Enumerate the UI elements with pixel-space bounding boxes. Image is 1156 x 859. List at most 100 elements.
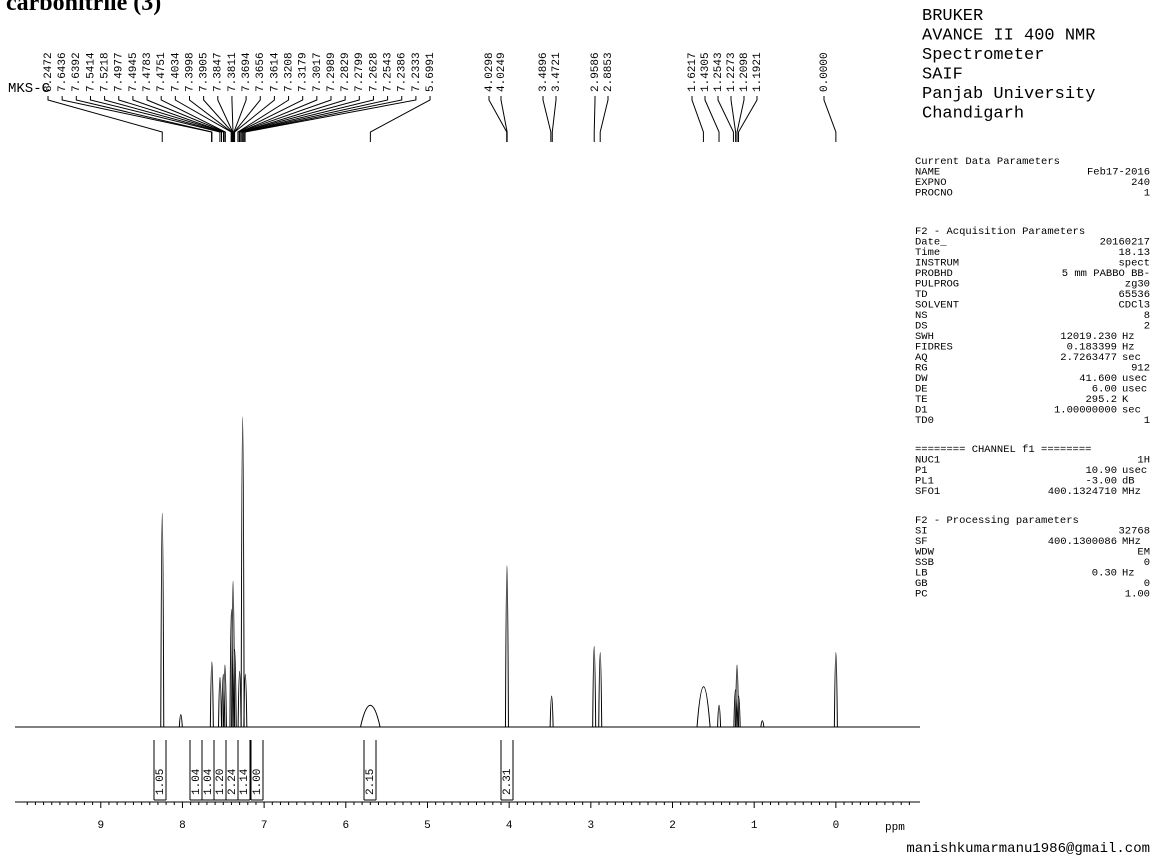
peak-connector — [551, 96, 557, 142]
param-name: NS — [915, 310, 928, 322]
param-value: 1 — [1144, 415, 1150, 427]
param-value: 2.7263477 — [1060, 352, 1117, 364]
param-unit: sec — [1122, 405, 1141, 417]
peak-connector — [500, 96, 508, 142]
sample-label: MKS-C — [8, 81, 50, 97]
spectrum-peak — [209, 661, 214, 728]
peak-connector — [160, 96, 226, 142]
peak-label: 7.4034 — [170, 52, 182, 92]
peak-label: 7.3694 — [241, 52, 253, 92]
peak-label: 1.1921 — [752, 52, 764, 92]
peak-label: 7.2989 — [326, 52, 338, 92]
param-name: PULPROG — [915, 279, 959, 291]
peak-label: 1.2098 — [739, 52, 751, 92]
param-unit: Hz — [1122, 331, 1135, 343]
param-value: EM — [1137, 547, 1150, 559]
peak-connector — [174, 96, 232, 142]
x-tick-label: 5 — [424, 820, 431, 832]
x-tick-label: 3 — [588, 820, 595, 832]
spectrum-peak — [232, 649, 237, 728]
peak-label: 0.0000 — [819, 52, 831, 92]
param-name: D1 — [915, 405, 928, 417]
peak-connector — [234, 96, 275, 142]
peak-label: 7.3179 — [298, 52, 310, 92]
param-value: 0 — [1144, 578, 1150, 590]
peak-connector — [47, 96, 163, 142]
peak-label: 3.4721 — [551, 52, 563, 92]
peak-label: 7.4751 — [156, 52, 168, 92]
param-name: FIDRES — [915, 342, 953, 354]
spectrum-peak — [504, 565, 509, 728]
param-unit: usec — [1122, 384, 1147, 396]
x-tick-label: 1 — [751, 820, 758, 832]
peak-connector — [240, 96, 360, 142]
spectrum-peak — [833, 652, 838, 728]
param-value: 10.90 — [1085, 465, 1117, 477]
peak-label: 3.4896 — [538, 52, 550, 92]
param-value: 295.2 — [1085, 394, 1117, 406]
peak-connector — [599, 96, 609, 142]
param-name: TD — [915, 289, 928, 301]
instrument-line: AVANCE II 400 NMR — [922, 27, 1095, 46]
param-value: 240 — [1131, 177, 1150, 189]
spectrum-peak — [221, 673, 226, 728]
peak-label: 7.3811 — [227, 52, 239, 92]
param-value: 0.183399 — [1067, 342, 1117, 354]
peak-connector — [239, 96, 332, 142]
spectrum-peak — [178, 714, 183, 728]
integral-bracket — [250, 740, 264, 801]
peak-connector — [691, 96, 704, 142]
peak-connector — [231, 96, 234, 142]
param-value: 41.600 — [1079, 373, 1117, 385]
integral-label: 1.20 — [215, 769, 227, 795]
param-name: NAME — [915, 167, 940, 179]
instrument-line: BRUKER — [922, 7, 983, 26]
peak-connector — [242, 96, 389, 142]
param-value: 1H — [1137, 455, 1150, 467]
param-name: DW — [915, 373, 928, 385]
peak-connector — [823, 96, 837, 142]
param-unit: MHz — [1122, 536, 1141, 548]
peak-label: 7.6436 — [57, 52, 69, 92]
param-name: WDW — [915, 547, 935, 559]
peak-connector — [738, 96, 758, 142]
x-tick-label: 0 — [833, 820, 840, 832]
peak-label: 7.3998 — [184, 52, 196, 92]
x-tick-label: 8 — [179, 820, 186, 832]
spectrum-peak — [598, 652, 603, 728]
instrument-line: SAIF — [922, 66, 963, 85]
param-value: 5 mm PABBO BB- — [1062, 268, 1150, 280]
spectrum-peak — [360, 705, 381, 728]
param-header: ======== CHANNEL f1 ======== — [915, 444, 1091, 456]
peak-connector — [75, 96, 213, 142]
param-unit: Hz — [1122, 342, 1135, 354]
param-name: DS — [915, 321, 928, 333]
peak-label: 4.0249 — [496, 52, 508, 92]
integral-bracket — [363, 740, 377, 801]
param-value: 8 — [1144, 310, 1150, 322]
peak-label: 1.2543 — [713, 52, 725, 92]
param-value: 0 — [1144, 557, 1150, 569]
param-value: 2 — [1144, 321, 1150, 333]
param-header: F2 - Acquisition Parameters — [915, 226, 1085, 238]
peak-connector — [593, 96, 596, 142]
x-tick-label: 4 — [506, 820, 513, 832]
peak-connector — [736, 96, 745, 142]
peak-label: 7.2543 — [383, 52, 395, 92]
peak-label: 7.2799 — [354, 52, 366, 92]
spectrum-peak — [160, 512, 165, 728]
instrument-line: Spectrometer — [922, 46, 1044, 65]
peak-label: 2.8853 — [603, 52, 615, 92]
param-value: 912 — [1131, 363, 1150, 375]
param-unit: usec — [1122, 465, 1147, 477]
param-name: Time — [915, 247, 940, 259]
param-name: SF — [915, 536, 928, 548]
peak-label: 7.3017 — [312, 52, 324, 92]
spectrum-peak — [696, 686, 711, 728]
peak-label: 1.2273 — [726, 52, 738, 92]
peak-label: 1.6217 — [687, 52, 699, 92]
peak-label: 7.4945 — [128, 52, 140, 92]
param-value: spect — [1118, 258, 1150, 270]
integral-label: 1.05 — [155, 769, 167, 795]
